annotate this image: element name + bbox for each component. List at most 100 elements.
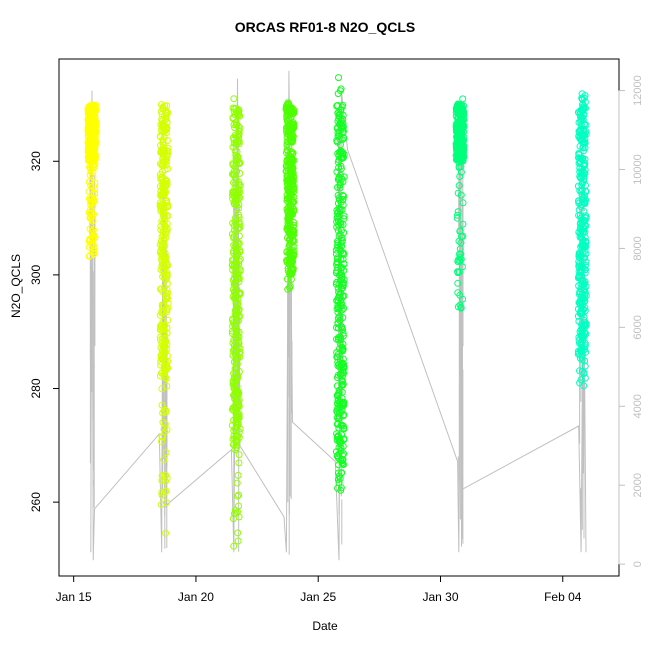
data-point bbox=[339, 355, 347, 363]
data-point bbox=[231, 295, 239, 303]
data-point bbox=[89, 141, 97, 148]
data-point bbox=[335, 148, 343, 156]
data-point bbox=[283, 146, 291, 154]
data-point bbox=[457, 255, 465, 263]
data-point bbox=[580, 103, 588, 111]
data-point bbox=[287, 248, 295, 256]
data-point bbox=[288, 187, 296, 195]
data-point bbox=[233, 416, 241, 424]
data-point bbox=[236, 182, 244, 190]
data-point bbox=[156, 372, 164, 380]
data-point bbox=[90, 247, 98, 255]
data-point bbox=[163, 119, 171, 126]
y-tick-label: 260 bbox=[29, 492, 43, 512]
data-point bbox=[158, 401, 166, 409]
data-point bbox=[84, 153, 92, 161]
data-point bbox=[456, 301, 464, 309]
data-point bbox=[235, 459, 243, 467]
data-point bbox=[578, 347, 586, 355]
data-point bbox=[161, 187, 169, 195]
x-tick-label: Jan 20 bbox=[178, 590, 214, 604]
data-point bbox=[163, 261, 170, 268]
data-point bbox=[458, 263, 466, 271]
data-point bbox=[289, 124, 297, 132]
series-rf04 bbox=[282, 99, 298, 293]
data-point bbox=[288, 209, 296, 217]
series-rf07 bbox=[574, 90, 590, 390]
data-point bbox=[231, 395, 239, 403]
data-point bbox=[233, 301, 241, 309]
data-point bbox=[230, 391, 237, 399]
data-point bbox=[334, 285, 342, 292]
data-point bbox=[284, 223, 292, 231]
data-point bbox=[163, 178, 171, 185]
data-point bbox=[339, 412, 347, 420]
y2-tick-label: 2000 bbox=[632, 473, 644, 497]
data-point bbox=[582, 320, 590, 328]
data-point bbox=[339, 128, 347, 136]
series-rf02 bbox=[156, 101, 172, 537]
data-point bbox=[335, 132, 343, 140]
data-point bbox=[288, 155, 296, 163]
data-point bbox=[235, 240, 243, 247]
data-point bbox=[456, 257, 464, 265]
y2-tick-label: 0 bbox=[632, 561, 644, 567]
data-point bbox=[340, 173, 348, 181]
data-point bbox=[337, 370, 344, 378]
data-point bbox=[579, 155, 586, 162]
data-point bbox=[234, 313, 242, 321]
data-point bbox=[456, 151, 464, 159]
data-point bbox=[454, 279, 462, 287]
data-point bbox=[159, 122, 167, 130]
data-point bbox=[230, 234, 238, 242]
data-point bbox=[456, 227, 464, 235]
data-point bbox=[338, 148, 346, 156]
data-point bbox=[338, 122, 346, 130]
data-point bbox=[285, 114, 293, 122]
data-point bbox=[336, 230, 344, 238]
data-point bbox=[163, 102, 171, 110]
data-point bbox=[235, 214, 243, 221]
data-point bbox=[162, 345, 170, 353]
data-point bbox=[335, 412, 343, 420]
data-point bbox=[289, 164, 297, 172]
data-point bbox=[455, 237, 463, 245]
data-point bbox=[335, 194, 343, 202]
data-point bbox=[230, 392, 238, 400]
data-point bbox=[230, 274, 238, 282]
data-point bbox=[582, 238, 590, 246]
data-point bbox=[339, 400, 347, 408]
data-point bbox=[335, 324, 342, 332]
data-point bbox=[231, 111, 239, 119]
data-point bbox=[158, 115, 166, 123]
data-point bbox=[235, 305, 243, 313]
data-point bbox=[575, 251, 583, 259]
data-point bbox=[234, 270, 242, 278]
data-point bbox=[334, 150, 342, 157]
data-point bbox=[288, 106, 295, 114]
data-point bbox=[234, 112, 242, 120]
data-point bbox=[577, 340, 585, 347]
data-point bbox=[230, 385, 238, 393]
data-point bbox=[580, 332, 588, 340]
data-point bbox=[454, 124, 461, 132]
series-rf03 bbox=[228, 95, 244, 550]
data-point bbox=[580, 94, 588, 102]
series-rf01 bbox=[84, 101, 100, 260]
data-point bbox=[230, 226, 238, 234]
data-point bbox=[158, 301, 166, 309]
data-point bbox=[333, 305, 341, 313]
data-point bbox=[162, 449, 170, 457]
data-point bbox=[283, 110, 291, 117]
data-point bbox=[287, 269, 294, 277]
data-point bbox=[230, 108, 238, 116]
data-point bbox=[288, 134, 296, 142]
data-point bbox=[157, 237, 165, 245]
data-point bbox=[339, 111, 347, 119]
data-point bbox=[90, 182, 98, 190]
data-point bbox=[163, 197, 171, 205]
data-point bbox=[336, 271, 344, 279]
data-point bbox=[164, 137, 171, 144]
data-point bbox=[339, 281, 347, 289]
data-point bbox=[577, 376, 585, 384]
